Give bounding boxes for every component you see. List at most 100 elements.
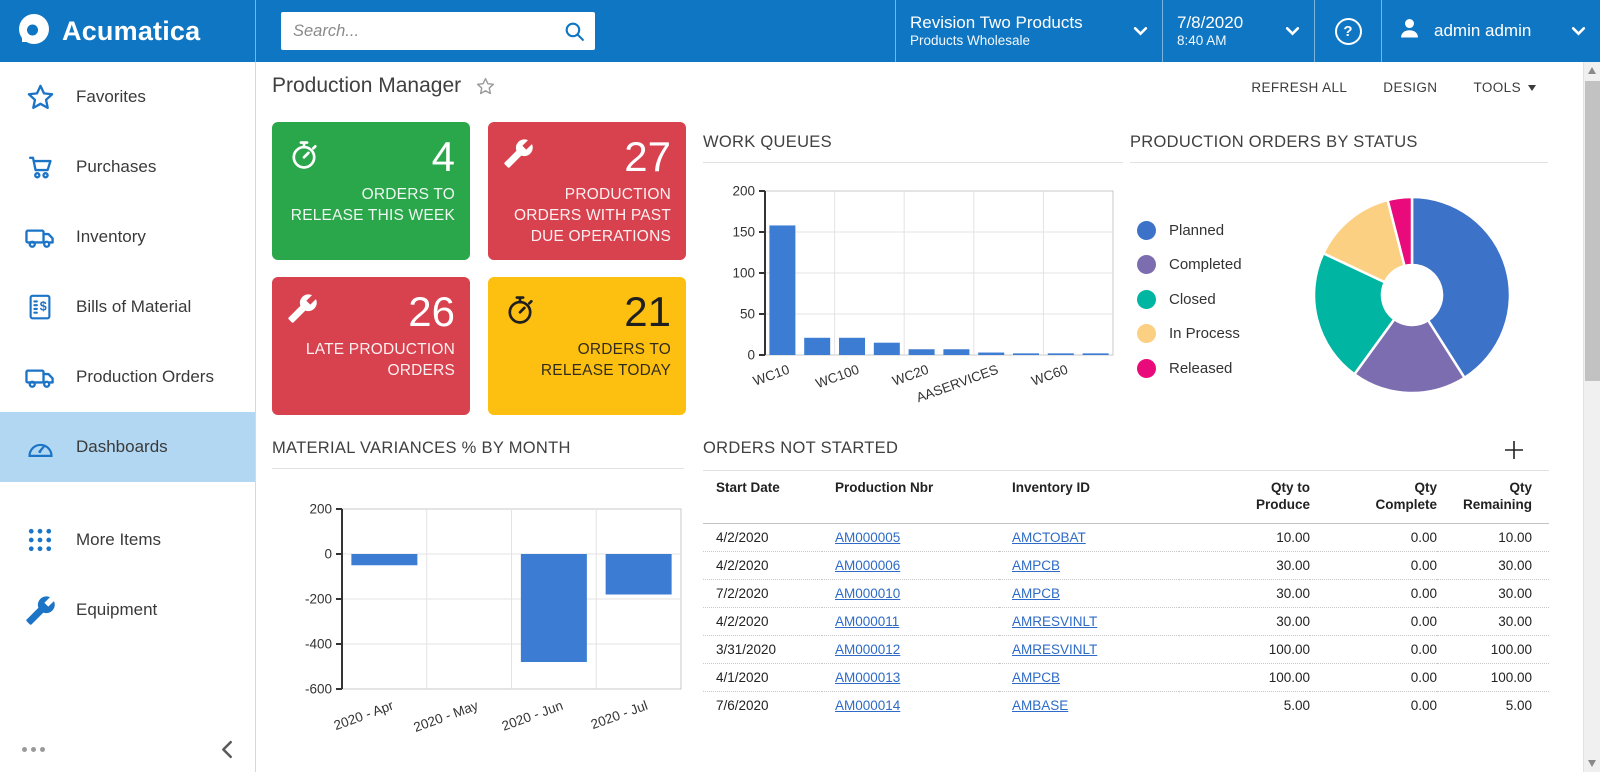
column-header[interactable]: Start Date <box>703 471 822 524</box>
bar-WC20[interactable] <box>908 349 935 355</box>
kpi-tile-orders-to-release-this-week[interactable]: 4 ORDERS TO RELEASE THIS WEEK <box>272 122 470 260</box>
y-tick-label: 150 <box>732 225 755 240</box>
column-header[interactable]: Inventory ID <box>999 471 1179 524</box>
bar-WC60[interactable] <box>1047 353 1074 355</box>
inventory-id-link[interactable]: AMRESVINLT <box>1012 614 1098 629</box>
production-nbr-link[interactable]: AM000012 <box>835 642 901 657</box>
sidebar-collapse-icon[interactable] <box>220 740 233 759</box>
inventory-id-link[interactable]: AMRESVINLT <box>1012 642 1098 657</box>
production-nbr-link[interactable]: AM000011 <box>835 614 900 629</box>
chevron-down-icon <box>1277 26 1300 36</box>
production-nbr-link[interactable]: AM000010 <box>835 586 901 601</box>
legend-label: Closed <box>1169 290 1216 308</box>
production-nbr-link[interactable]: AM000005 <box>835 530 901 545</box>
kpi-value: 26 <box>408 288 455 335</box>
donut-slice-in-process[interactable] <box>1321 198 1407 284</box>
business-date-selector[interactable]: 7/8/2020 8:40 AM <box>1162 0 1314 62</box>
company-selector[interactable]: Revision Two Products Products Wholesale <box>895 0 1162 62</box>
inventory-id-link[interactable]: AMCTOBAT <box>1012 530 1086 545</box>
bar-WC10[interactable] <box>769 225 796 355</box>
favorite-star-icon[interactable] <box>475 76 496 97</box>
sidebar-item-dashboards[interactable]: Dashboards <box>0 412 255 482</box>
kpi-tile-orders-to-release-today[interactable]: 21 ORDERS TO RELEASE TODAY <box>488 277 686 415</box>
scroll-down-button[interactable] <box>1584 755 1600 772</box>
qty-cell: 30.00 <box>1437 579 1549 608</box>
qty-cell: 100.00 <box>1179 635 1310 664</box>
x-tick-label: 2020 - Jun <box>500 698 565 734</box>
search-input[interactable] <box>281 21 553 41</box>
inventory-id-link[interactable]: AMPCB <box>1012 558 1061 573</box>
bar-5[interactable] <box>943 349 970 355</box>
legend-swatch <box>1137 358 1156 378</box>
vertical-scrollbar[interactable] <box>1583 62 1600 772</box>
legend-label: In Process <box>1169 325 1240 343</box>
orders-by-status-panel: PRODUCTION ORDERS BY STATUS Planned Compl… <box>1130 131 1548 395</box>
design-button[interactable]: DESIGN <box>1383 80 1438 95</box>
sidebar-item-label: More Items <box>76 530 162 549</box>
legend-item-released[interactable]: Released <box>1137 351 1260 386</box>
sidebar-item-label: Equipment <box>76 600 158 619</box>
bar-AASERVICES[interactable] <box>978 352 1005 355</box>
table-row: 7/6/2020 AM000014 AMBASE 5.00 0.00 5.00 <box>703 691 1549 719</box>
user-menu[interactable]: admin admin <box>1381 0 1600 62</box>
scroll-up-button[interactable] <box>1584 62 1600 79</box>
bar-3[interactable] <box>873 342 900 355</box>
kpi-tile-late-production-orders[interactable]: 26 LATE PRODUCTION ORDERS <box>272 277 470 415</box>
qty-cell: 100.00 <box>1437 663 1549 692</box>
donut-slice-closed[interactable] <box>1312 251 1397 377</box>
sidebar-item-more-items[interactable]: More Items <box>0 505 255 575</box>
bar-7[interactable] <box>1013 353 1039 355</box>
material-variances-panel: MATERIAL VARIANCES % BY MONTH 200 0 -200 -4… <box>272 437 684 777</box>
sidebar-item-inventory[interactable]: Inventory <box>0 202 255 272</box>
refresh-all-button[interactable]: REFRESH ALL <box>1251 80 1348 95</box>
divider <box>703 470 1549 471</box>
x-tick-label: 2020 - Jul <box>589 698 650 732</box>
inventory-id-link[interactable]: AMPCB <box>1012 586 1061 601</box>
tools-button[interactable]: TOOLS <box>1473 80 1536 95</box>
search-icon[interactable] <box>553 20 595 43</box>
sidebar-item-bills-of-material[interactable]: $ Bills of Material <box>0 272 255 342</box>
bar-2020 - Jun[interactable] <box>520 554 587 662</box>
inventory-id-link[interactable]: AMPCB <box>1012 670 1061 685</box>
legend-item-in-process[interactable]: In Process <box>1137 317 1260 352</box>
kpi-label: PRODUCTION ORDERS WITH PAST DUE OPERATIO… <box>513 186 671 245</box>
production-nbr-link[interactable]: AM000013 <box>835 670 901 685</box>
legend-item-planned[interactable]: Planned <box>1137 213 1260 248</box>
table-row: 4/2/2020 AM000005 AMCTOBAT 10.00 0.00 10.00 <box>703 524 1549 552</box>
kpi-label: ORDERS TO RELEASE TODAY <box>540 341 671 379</box>
start-date-cell: 3/31/2020 <box>703 635 822 664</box>
sidebar-item-label: Bills of Material <box>76 297 192 316</box>
sidebar-item-favorites[interactable]: Favorites <box>0 62 255 132</box>
bar-2020 - Apr[interactable] <box>351 554 418 566</box>
help-button[interactable]: ? <box>1314 0 1381 62</box>
y-tick-label: -600 <box>305 682 332 697</box>
sidebar-item-label: Production Orders <box>76 367 214 386</box>
table-row: 4/1/2020 AM000013 AMPCB 100.00 0.00 100.00 <box>703 663 1549 692</box>
bar-1[interactable] <box>804 337 831 355</box>
production-nbr-link[interactable]: AM000006 <box>835 558 901 573</box>
inventory-id-link[interactable]: AMBASE <box>1012 698 1069 713</box>
bar-WC100[interactable] <box>839 337 865 355</box>
divider <box>1130 162 1548 163</box>
column-header[interactable]: Qty Remaining <box>1437 471 1549 524</box>
production-nbr-link[interactable]: AM000014 <box>835 698 901 713</box>
chevron-down-icon <box>1125 26 1148 36</box>
column-header[interactable]: Production Nbr <box>822 471 999 524</box>
bar-9[interactable] <box>1082 353 1109 355</box>
column-header[interactable]: Qty to Produce <box>1179 471 1310 524</box>
sidebar-more-button[interactable] <box>22 746 45 752</box>
sidebar-item-purchases[interactable]: Purchases <box>0 132 255 202</box>
legend-item-completed[interactable]: Completed <box>1137 248 1260 283</box>
bar-2020 - Jul[interactable] <box>605 554 672 595</box>
donut-slice-released[interactable] <box>1386 195 1414 268</box>
kpi-tile-production-orders-with-past-due-operations[interactable]: 27 PRODUCTION ORDERS WITH PAST DUE OPERAT… <box>488 122 686 260</box>
truck-icon <box>23 361 57 394</box>
column-header[interactable]: Qty Complete <box>1310 471 1437 524</box>
divider <box>703 162 1123 163</box>
sidebar-item-equipment[interactable]: Equipment <box>0 575 255 645</box>
sidebar-item-production-orders[interactable]: Production Orders <box>0 342 255 412</box>
scrollbar-thumb[interactable] <box>1585 81 1600 381</box>
add-button[interactable] <box>1503 439 1525 461</box>
svg-text:$: $ <box>40 300 47 314</box>
legend-item-closed[interactable]: Closed <box>1137 282 1260 317</box>
